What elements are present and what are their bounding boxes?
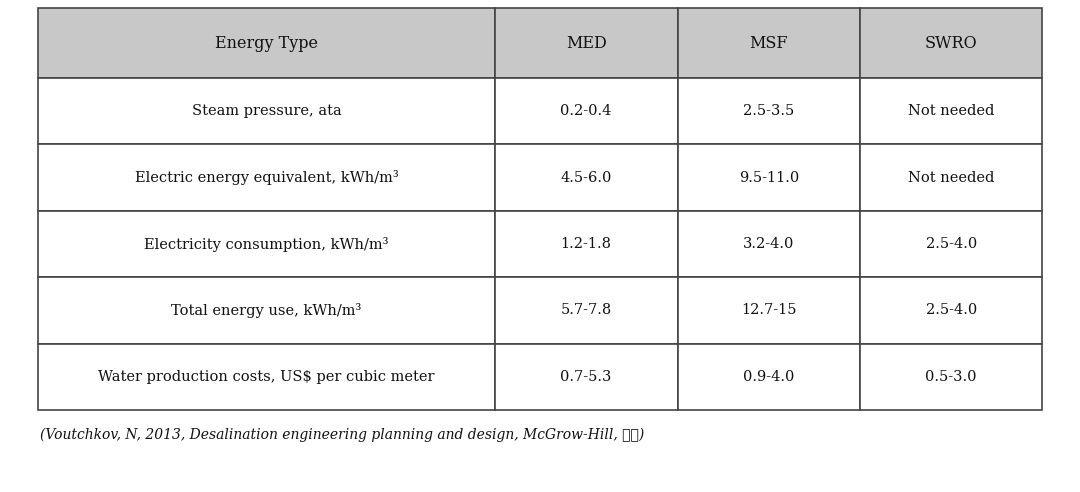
Text: 2.5-3.5: 2.5-3.5: [743, 104, 795, 118]
Text: Total energy use, kWh/m³: Total energy use, kWh/m³: [172, 303, 362, 318]
Bar: [495, 8, 677, 78]
Bar: [861, 144, 1042, 211]
Text: (Voutchkov, N, 2013, Desalination engineering planning and design, McGrow-Hill, : (Voutchkov, N, 2013, Desalination engine…: [40, 428, 645, 442]
Text: 5.7-7.8: 5.7-7.8: [561, 304, 611, 317]
Text: Electric energy equivalent, kWh/m³: Electric energy equivalent, kWh/m³: [135, 170, 399, 185]
Bar: [495, 211, 677, 277]
Bar: [495, 343, 677, 410]
Text: Not needed: Not needed: [908, 104, 995, 118]
Bar: [861, 78, 1042, 144]
Bar: [677, 343, 861, 410]
Bar: [38, 8, 495, 78]
Text: 1.2-1.8: 1.2-1.8: [561, 237, 611, 251]
Text: 2.5-4.0: 2.5-4.0: [926, 304, 976, 317]
Text: 0.7-5.3: 0.7-5.3: [561, 370, 612, 384]
Text: 4.5-6.0: 4.5-6.0: [561, 171, 612, 184]
Bar: [677, 277, 861, 343]
Bar: [495, 78, 677, 144]
Text: Water production costs, US$ per cubic meter: Water production costs, US$ per cubic me…: [98, 370, 434, 384]
Text: Not needed: Not needed: [908, 171, 995, 184]
Bar: [861, 277, 1042, 343]
Text: Electricity consumption, kWh/m³: Electricity consumption, kWh/m³: [144, 237, 389, 251]
Text: MSF: MSF: [750, 34, 788, 52]
Bar: [677, 8, 861, 78]
Text: 12.7-15: 12.7-15: [741, 304, 797, 317]
Bar: [495, 144, 677, 211]
Text: SWRO: SWRO: [924, 34, 977, 52]
Text: 0.5-3.0: 0.5-3.0: [926, 370, 977, 384]
Bar: [677, 211, 861, 277]
Text: 9.5-11.0: 9.5-11.0: [739, 171, 799, 184]
Text: 0.9-4.0: 0.9-4.0: [743, 370, 795, 384]
Text: 0.2-0.4: 0.2-0.4: [561, 104, 612, 118]
Bar: [38, 78, 495, 144]
Bar: [861, 343, 1042, 410]
Bar: [677, 78, 861, 144]
Bar: [38, 343, 495, 410]
Bar: [495, 277, 677, 343]
Text: Energy Type: Energy Type: [215, 34, 318, 52]
Bar: [677, 144, 861, 211]
Bar: [38, 211, 495, 277]
Text: 2.5-4.0: 2.5-4.0: [926, 237, 976, 251]
Text: MED: MED: [566, 34, 607, 52]
Text: Steam pressure, ata: Steam pressure, ata: [191, 104, 341, 118]
Text: 3.2-4.0: 3.2-4.0: [743, 237, 795, 251]
Bar: [38, 144, 495, 211]
Bar: [861, 8, 1042, 78]
Bar: [861, 211, 1042, 277]
Bar: [38, 277, 495, 343]
